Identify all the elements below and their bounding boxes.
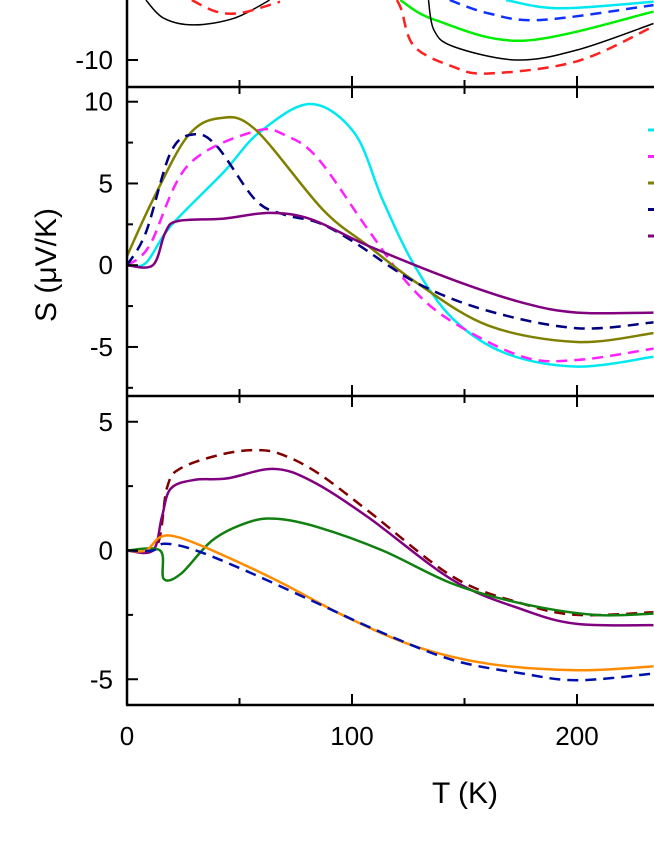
y-tick-label: 5	[99, 407, 113, 437]
panel-1-series	[127, 102, 654, 368]
y-tick-label: 5	[99, 168, 113, 198]
y-tick-label: 0	[99, 536, 113, 566]
x-tick-label: 100	[330, 721, 373, 751]
series-line-2-4	[127, 542, 654, 682]
x-tick-label: 0	[120, 721, 134, 751]
panel-0-series	[145, 0, 654, 75]
y-tick-label: -5	[90, 332, 113, 362]
series-line-0-0	[145, 0, 270, 26]
series-line-1-1	[127, 127, 654, 363]
x-tick-label: 200	[555, 721, 598, 751]
y-tick-label: -5	[90, 664, 113, 694]
series-line-0-3	[449, 0, 654, 22]
series-line-0-4	[505, 0, 654, 10]
series-line-1-0	[127, 102, 654, 368]
series-line-1-3	[127, 132, 654, 330]
series-line-0-5	[427, 0, 654, 61]
y-axis-title: S (μV/K)	[30, 208, 63, 322]
series-line-2-2	[127, 517, 654, 617]
series-line-0-6	[395, 0, 654, 75]
series-line-0-2	[399, 0, 654, 42]
series-line-0-1	[191, 0, 281, 15]
x-axis-title: T (K)	[432, 777, 498, 810]
series-line-1-2	[127, 115, 654, 344]
series-line-1-4	[127, 211, 654, 315]
series-line-2-1	[127, 467, 654, 627]
panel-2-series	[127, 448, 654, 682]
series-line-2-3	[127, 534, 654, 672]
y-tick-label: 0	[99, 250, 113, 280]
y-tick-label: 10	[84, 87, 113, 117]
y-tick-label: -10	[75, 45, 113, 75]
